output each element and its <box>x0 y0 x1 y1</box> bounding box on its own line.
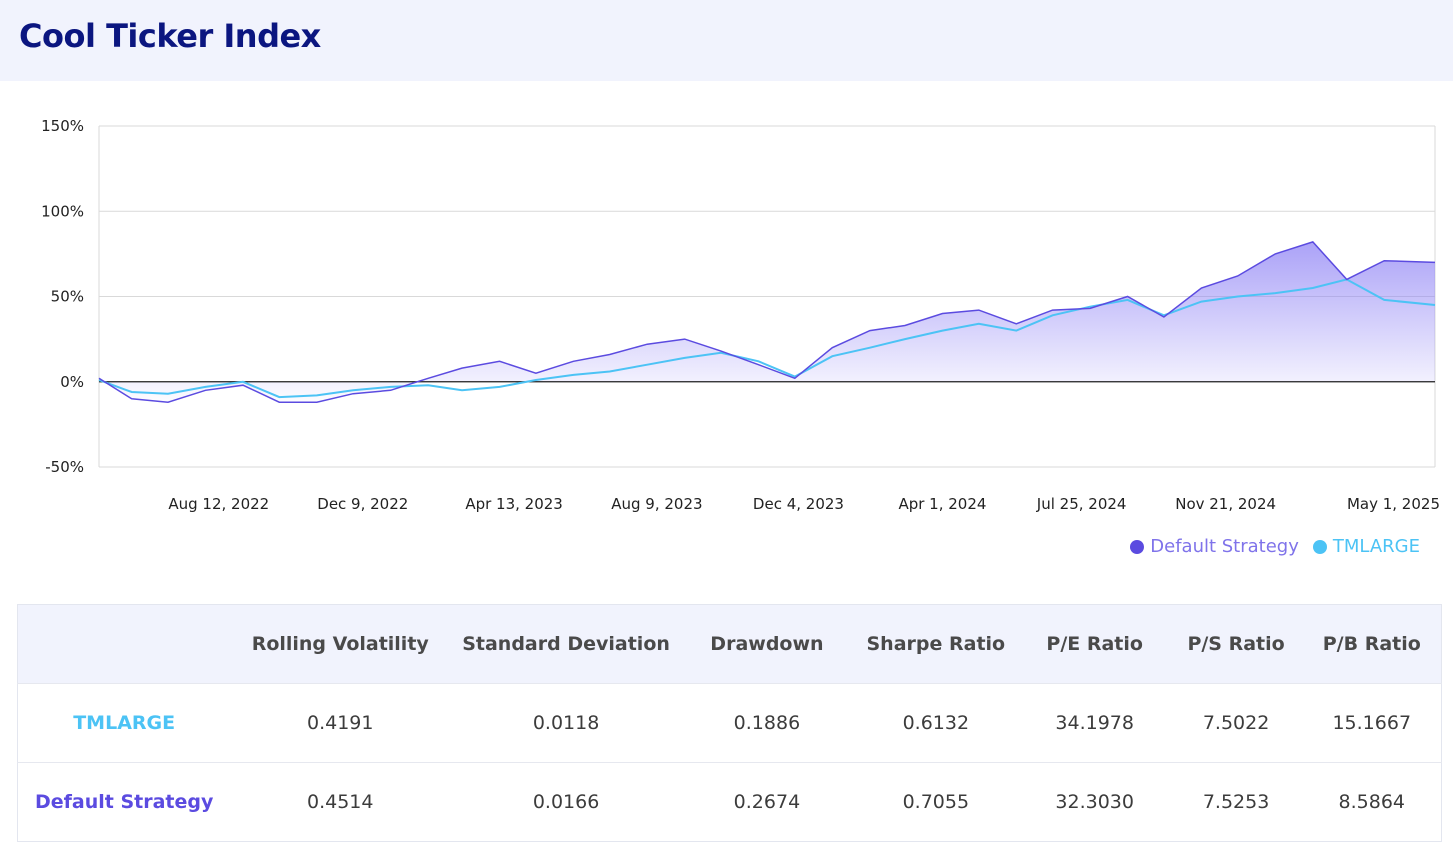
x-tick-label: Apr 13, 2023 <box>465 495 563 513</box>
table-row: TMLARGE 0.4191 0.0118 0.1886 0.6132 34.1… <box>17 683 1442 763</box>
table-cell: 0.6132 <box>902 712 970 734</box>
x-tick-label: Dec 9, 2022 <box>317 495 408 513</box>
table-cell: 0.2674 <box>733 791 801 813</box>
x-tick-label: May 1, 2025 <box>1347 495 1440 513</box>
performance-chart: 150% 100% 50% 0% -50% Aug 12, 2022 Dec 9, 2022… <box>41 117 1440 513</box>
table-cell: 0.0118 <box>532 712 600 734</box>
x-tick-label: Jul 25, 2024 <box>1036 495 1127 513</box>
column-header <box>18 605 231 684</box>
legend-label-default-strategy: Default Strategy <box>1150 536 1299 557</box>
y-tick-label: -50% <box>45 458 84 476</box>
legend-item-tmlarge[interactable]: TMLARGE <box>1312 536 1420 557</box>
table-cell: 15.1667 <box>1332 712 1412 734</box>
table-cell: 7.5253 <box>1202 791 1270 813</box>
y-tick-label: 50% <box>51 288 84 306</box>
column-header-rolling-volatility: Rolling Volatility <box>251 633 429 655</box>
column-header-standard-deviation: Standard Deviation <box>462 633 670 655</box>
column-header-sharpe-ratio: Sharpe Ratio <box>866 633 1006 655</box>
tmlarge-line <box>98 278 1436 399</box>
page-title: Cool Ticker Index <box>19 17 321 55</box>
table-cell: 7.5022 <box>1202 712 1270 734</box>
row-label-default-strategy: Default Strategy <box>34 791 214 813</box>
y-tick-label: 0% <box>60 373 84 391</box>
column-header-pb-ratio: P/B Ratio <box>1322 633 1421 655</box>
table-cell: 8.5864 <box>1338 791 1405 813</box>
legend-label-tmlarge: TMLARGE <box>1332 536 1420 557</box>
column-header-pe-ratio: P/E Ratio <box>1046 633 1143 655</box>
table-cell: 0.1886 <box>733 712 801 734</box>
y-tick-label: 100% <box>41 202 84 220</box>
x-tick-label: Dec 4, 2023 <box>753 495 844 513</box>
column-header-drawdown: Drawdown <box>710 633 824 655</box>
y-tick-label: 150% <box>41 117 84 135</box>
table-row: Default Strategy 0.4514 0.0166 0.2674 0.… <box>17 762 1442 842</box>
table-cell: 0.4191 <box>307 712 374 734</box>
table-cell: 34.1978 <box>1055 712 1134 734</box>
legend-dot-default-strategy <box>1130 539 1145 554</box>
table-cell: 0.0166 <box>532 791 600 813</box>
table-cell: 0.4514 <box>307 791 374 813</box>
row-label-tmlarge: TMLARGE <box>73 712 176 734</box>
table-cell: 32.3030 <box>1055 791 1134 813</box>
default-strategy-area <box>99 241 1435 403</box>
chart-legend: Default Strategy TMLARGE <box>1130 536 1420 557</box>
x-tick-label: Aug 9, 2023 <box>611 495 702 513</box>
metrics-table: Rolling Volatility Standard Deviation Dr… <box>17 604 1442 842</box>
default-strategy-line <box>98 241 1436 403</box>
legend-dot-tmlarge <box>1312 539 1327 554</box>
x-tick-label: Nov 21, 2024 <box>1175 495 1276 513</box>
legend-item-default-strategy[interactable]: Default Strategy <box>1130 536 1299 557</box>
page-header: Cool Ticker Index <box>0 0 1453 81</box>
column-header-ps-ratio: P/S Ratio <box>1187 633 1285 655</box>
x-tick-label: Aug 12, 2022 <box>168 495 269 513</box>
x-tick-label: Apr 1, 2024 <box>898 495 986 513</box>
table-cell: 0.7055 <box>902 791 970 813</box>
table-header-row: Rolling Volatility Standard Deviation Dr… <box>17 604 1442 684</box>
